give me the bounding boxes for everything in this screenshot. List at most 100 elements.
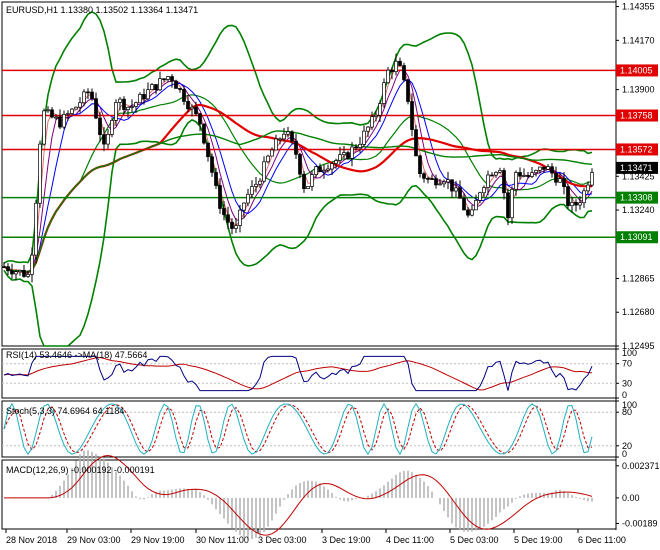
price-tick-label: 1.14170 [622, 35, 655, 45]
candle-body [550, 166, 554, 174]
candle-body [454, 187, 458, 192]
candle-body [178, 88, 182, 90]
candle-body [482, 187, 486, 194]
price-tick-label: 1.12865 [622, 273, 655, 283]
candle-body [162, 78, 166, 81]
candle-body [54, 116, 58, 119]
time-tick-label: 3 Dec 03:00 [258, 535, 307, 545]
candle-body [34, 202, 38, 256]
candle-body [350, 146, 354, 159]
macd-lines [4, 450, 593, 540]
candle-body [94, 98, 98, 119]
level-tag [616, 143, 658, 156]
stochastic-panel[interactable]: Stoch(5,3,3) 74.6964 64.1184 [2, 402, 616, 456]
macd-tick-label: -0.00189 [622, 518, 658, 528]
candle-body [82, 91, 86, 104]
candle-body [374, 114, 378, 118]
candle-body [274, 138, 278, 151]
candle-body [10, 270, 14, 275]
candle-body [538, 166, 542, 171]
stoch-tick-label: 100 [622, 400, 637, 410]
candle-body [262, 161, 266, 182]
candle-body [258, 180, 262, 185]
candle-body [474, 200, 478, 211]
candle-body [218, 185, 222, 209]
candle-body [30, 254, 34, 275]
candle-body [138, 94, 142, 104]
candle-body [378, 103, 382, 116]
candle-body [330, 163, 334, 170]
time-tick-label: 29 Nov 19:00 [131, 535, 185, 545]
candle-body [290, 131, 294, 142]
candle-body [270, 149, 274, 157]
price-axis: 1.14355 1.14170 1.13900 1.13425 1.13240 1.128… [616, 2, 655, 351]
macd-axis: 0.002371 0.00 -0.00189 [616, 461, 660, 528]
candle-body [570, 202, 574, 207]
candle-body [334, 160, 338, 164]
candle-body [390, 69, 394, 72]
rsi-ma-line [3, 356, 593, 391]
candle-body [490, 174, 494, 177]
candle-body [234, 225, 238, 229]
candle-body [502, 170, 506, 194]
candle-body [150, 84, 154, 91]
candle-body [346, 152, 350, 159]
candle-body [214, 172, 218, 186]
candle-body [522, 175, 526, 177]
candle-body [506, 192, 510, 219]
candle-body [102, 134, 106, 145]
candle-body [58, 116, 62, 128]
candle-body [430, 178, 434, 180]
candle-body [510, 189, 514, 219]
macd-panel[interactable]: MACD(12,26,9) -0.000192 -0.000191 [4, 450, 593, 540]
level-tag-label: 1.14005 [620, 65, 653, 75]
chart-title: EURUSD,H1 1.13380 1.13502 1.13364 1.1347… [6, 5, 198, 15]
candle-body [114, 102, 118, 121]
ma-green-line [3, 130, 593, 273]
candle-body [518, 172, 522, 177]
candle-body [6, 266, 10, 272]
candle-body [418, 155, 422, 174]
candle-body [546, 166, 550, 170]
price-tick-label: 1.12680 [622, 307, 655, 317]
candle-body [26, 273, 30, 277]
candle-body [322, 169, 326, 173]
candle-body [442, 181, 446, 185]
candle-body [426, 178, 430, 180]
candle-body [294, 140, 298, 155]
candle-body [558, 178, 562, 183]
rsi-panel[interactable]: RSI(14) 53.4646 ->MA(18) 47.5664 [2, 350, 616, 392]
candle-body [250, 186, 254, 195]
candle-body [78, 102, 82, 108]
candle-body [434, 178, 438, 186]
candle-body [62, 113, 66, 128]
candle-body [494, 171, 498, 176]
candle-body [122, 98, 126, 110]
candle-body [282, 133, 286, 140]
candle-body [126, 106, 130, 110]
candle-body [410, 101, 414, 130]
price-tick-label: 1.13425 [622, 171, 655, 181]
level-tag [616, 191, 658, 204]
price-panel[interactable]: EURUSD,H1 1.13380 1.13502 1.13364 1.1347… [2, 5, 616, 347]
candle-body [530, 172, 534, 177]
candle-body [458, 187, 462, 199]
candle-body [278, 138, 282, 141]
time-axis: 28 Nov 2018 29 Nov 03:00 29 Nov 19:00 30 No… [5, 529, 626, 545]
candle-body [190, 106, 194, 110]
candle-body [582, 190, 586, 204]
candle-body [246, 193, 250, 204]
candle-body [146, 89, 150, 100]
bollinger-middle [3, 94, 593, 273]
candle-body [446, 179, 450, 183]
candle-body [18, 270, 22, 273]
candle-body [326, 168, 330, 171]
candle-body [310, 174, 314, 187]
candle-body [266, 155, 270, 163]
candle-body [402, 65, 406, 81]
level-tag [616, 231, 658, 244]
rsi-tick-label: 30 [622, 378, 632, 388]
candle-body [342, 152, 346, 156]
candle-body [562, 178, 566, 188]
